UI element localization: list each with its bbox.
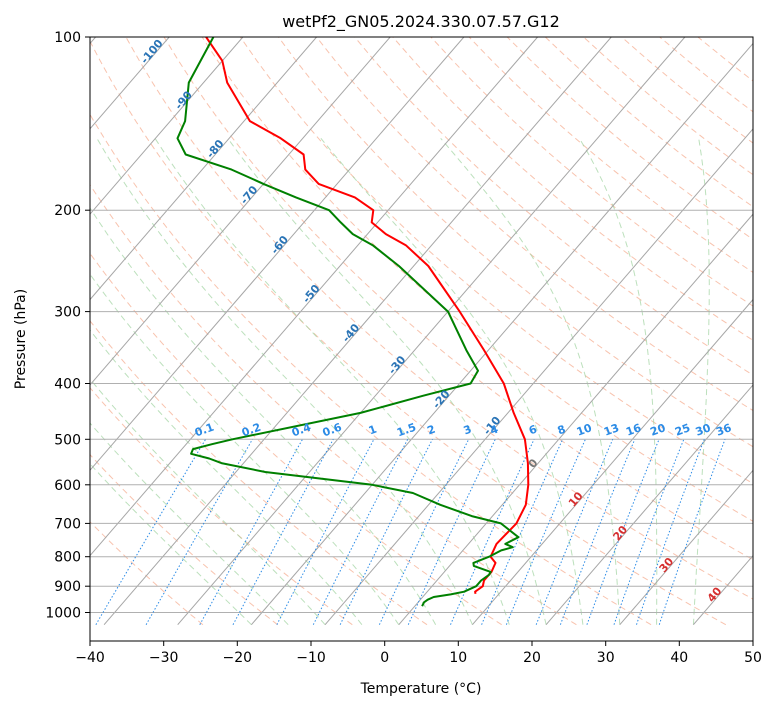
x-tick-label: 20 <box>523 650 541 666</box>
sounding-profiles <box>176 37 530 607</box>
mixing-ratio-line <box>481 439 564 625</box>
mixing-ratio-label: 36 <box>714 421 733 439</box>
x-tick-label: 10 <box>449 650 467 666</box>
x-tick-label: −20 <box>223 650 253 666</box>
dry-adiabat <box>90 184 577 626</box>
dry-adiabat <box>354 37 753 376</box>
mixing-ratio-line <box>276 439 375 625</box>
mixing-ratio-label: 13 <box>602 421 621 438</box>
x-tick-label: 30 <box>597 650 615 666</box>
dry-adiabat <box>201 37 753 522</box>
mixing-ratio-label: 0.6 <box>321 420 344 439</box>
isotherm-line <box>398 213 753 626</box>
mixing-ratio-lines <box>95 439 726 625</box>
isotherm-line <box>90 37 538 557</box>
mixing-ratio-label: 0.4 <box>290 420 313 439</box>
dry-adiabat <box>125 37 753 600</box>
isobars <box>90 37 753 613</box>
x-axis-label: Temperature (°C) <box>360 681 482 697</box>
mixing-ratio-line <box>312 439 409 625</box>
y-tick-label: 600 <box>54 478 81 494</box>
y-tick-label: 400 <box>54 377 81 393</box>
mixing-ratio-label: 2 <box>425 423 437 438</box>
dry-adiabat <box>163 37 753 561</box>
mixing-ratio-line <box>95 439 207 625</box>
isotherm-line <box>251 42 753 626</box>
x-tick-label: 40 <box>670 650 688 666</box>
dry-adiabat <box>90 40 727 626</box>
isotherm-line <box>177 37 686 626</box>
y-tick-label: 100 <box>54 30 81 46</box>
mixing-ratio-label: 16 <box>624 421 643 439</box>
dry-adiabat <box>90 113 652 626</box>
mixing-ratio-line <box>407 439 496 625</box>
mixing-ratio-line <box>559 439 636 625</box>
x-tick-label: −10 <box>296 650 326 666</box>
mixing-ratio-label: 10 <box>575 421 594 439</box>
isotherm-line <box>90 37 244 215</box>
isotherm-line <box>103 37 612 626</box>
temperature-profile-line <box>205 37 530 594</box>
x-axis: −40 −30 −20 −10 0 10 20 30 40 50 <box>75 641 762 666</box>
mixing-ratio-line <box>613 439 685 625</box>
dry-adiabat <box>90 521 204 626</box>
dry-adiabat <box>239 37 753 485</box>
mixing-ratio-label: 6 <box>527 422 539 437</box>
y-tick-label: 300 <box>54 305 81 321</box>
mixing-ratio-line <box>378 439 470 625</box>
mixing-ratio-line <box>505 439 586 625</box>
mixing-ratio-line <box>535 439 614 625</box>
y-tick-label: 900 <box>54 579 81 595</box>
x-tick-label: 0 <box>380 650 389 666</box>
x-tick-label: −30 <box>149 650 179 666</box>
x-tick-label: 50 <box>744 650 762 666</box>
dewpoint-profile-line <box>176 37 520 607</box>
y-tick-label: 500 <box>54 432 81 448</box>
isotherm-line <box>90 37 391 386</box>
mixing-ratio-labels: 0.1 0.2 0.4 0.6 1 1.5 2 3 4 6 8 10 13 16 20 25 30 36 <box>193 420 734 439</box>
mixing-ratio-label: 0.2 <box>240 421 263 440</box>
mixing-ratio-label: 1 <box>367 423 379 438</box>
dry-adiabat <box>90 252 502 626</box>
y-tick-label: 800 <box>54 550 81 566</box>
chart-title: wetPf2_GN05.2024.330.07.57.G12 <box>282 12 560 32</box>
mixing-ratio-label: 30 <box>694 421 713 439</box>
isotherm-line <box>324 128 753 626</box>
y-tick-label: 700 <box>54 516 81 532</box>
mixing-ratio-line <box>586 439 660 625</box>
isotherm-line <box>90 37 465 472</box>
mixing-ratio-line <box>658 439 726 625</box>
mixing-ratio-label: 8 <box>556 423 568 438</box>
isotherm-line <box>545 384 753 626</box>
mixing-ratio-label: 0.1 <box>193 421 216 440</box>
isotherm-line <box>619 469 753 626</box>
y-tick-label: 1000 <box>45 606 81 622</box>
dry-adiabat <box>277 37 753 448</box>
y-tick-label: 200 <box>54 203 81 219</box>
plot-frame <box>89 36 754 642</box>
mixing-ratio-label: 1.5 <box>395 421 418 440</box>
mixing-ratio-label: 20 <box>648 421 667 439</box>
plot-area: -100-90-80-70-60-50-40-30-20-10010203040… <box>90 37 753 626</box>
mixing-ratio-line <box>232 439 334 625</box>
mixing-ratio-line <box>339 439 433 625</box>
dry-adiabat <box>316 37 753 412</box>
y-axis-label: Pressure (hPa) <box>13 289 29 389</box>
isotherm-line <box>90 37 317 301</box>
x-tick-label: −40 <box>75 650 105 666</box>
mixing-ratio-label: 3 <box>462 423 474 438</box>
mixing-ratio-line <box>145 439 253 625</box>
mixing-ratio-line <box>450 439 535 625</box>
mixing-ratio-label: 25 <box>673 421 692 438</box>
isotherm-line <box>472 298 753 626</box>
mixing-ratio-label: 4 <box>488 422 500 437</box>
y-axis: 100 200 300 400 500 600 700 800 900 1000 <box>45 30 90 622</box>
dry-adiabat <box>90 453 278 626</box>
isotherms <box>90 37 753 626</box>
dry-adiabat <box>90 387 353 626</box>
